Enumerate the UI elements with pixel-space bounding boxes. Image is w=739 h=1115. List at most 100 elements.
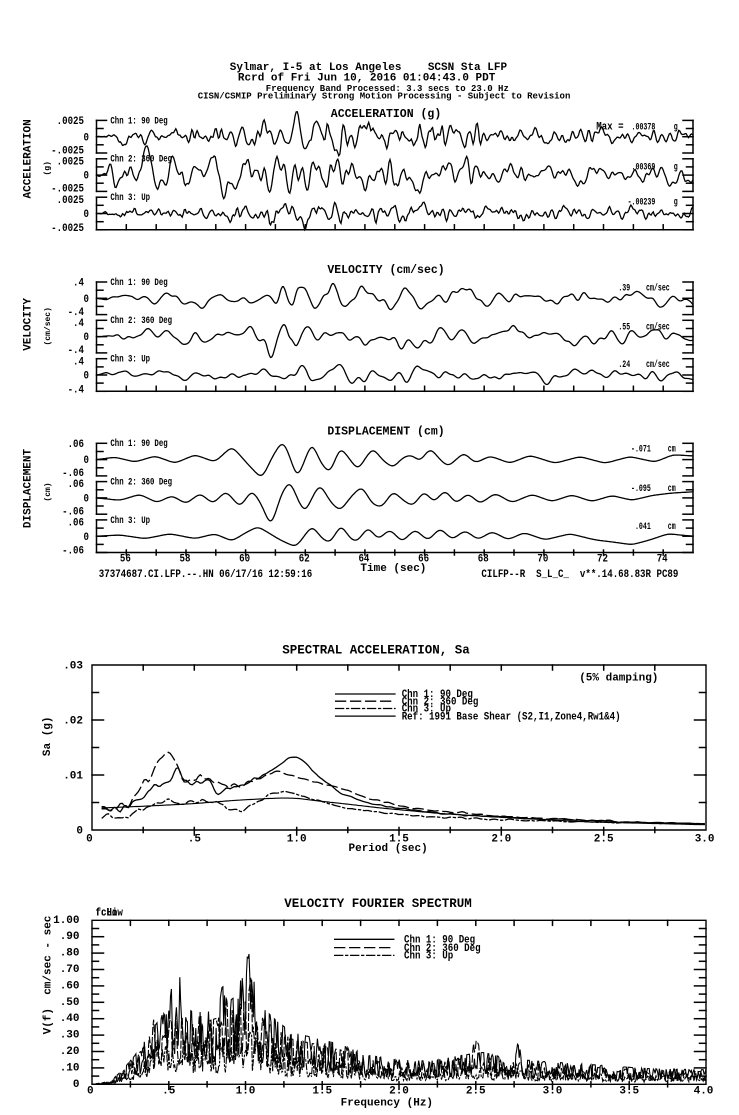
svg-text:2.5: 2.5 [466, 1086, 486, 1098]
svg-text:.20: .20 [60, 1046, 80, 1058]
svg-text:.0025: .0025 [57, 157, 84, 169]
svg-text:Chn 1: 90 Deg: Chn 1: 90 Deg [402, 688, 473, 701]
svg-text:.5: .5 [162, 1086, 176, 1098]
svg-text:.06: .06 [68, 480, 84, 492]
svg-text:.4: .4 [73, 318, 84, 330]
svg-text:VELOCITY (cm/sec): VELOCITY (cm/sec) [327, 264, 444, 277]
svg-text:0: 0 [84, 532, 89, 544]
svg-text:Chn 3: Up: Chn 3: Up [110, 352, 150, 365]
svg-text:.06: .06 [68, 439, 84, 451]
svg-text:CILFP--R S_L_C_ v**.14.68.83: CILFP--R S_L_C_ v**.14.68.83R PC89 [481, 568, 678, 581]
svg-text:.55: .55 [618, 321, 630, 333]
svg-text:0: 0 [73, 1079, 80, 1091]
svg-text:60: 60 [239, 554, 250, 566]
svg-text:Period (sec): Period (sec) [349, 843, 428, 855]
svg-text:.041: .041 [635, 521, 651, 533]
svg-text:0: 0 [87, 1086, 94, 1098]
svg-text:.00369: .00369 [632, 161, 656, 173]
svg-text:fcLow: fcLow [96, 907, 123, 920]
svg-text:37374687.CI.LFP.--.HN 06/17/16: 37374687.CI.LFP.--.HN 06/17/16 12:59:16 [99, 568, 312, 581]
svg-text:Frequency Band Processed: 3.3: Frequency Band Processed: 3.3 secs to 23… [266, 84, 509, 94]
svg-text:3.0: 3.0 [695, 834, 715, 846]
svg-text:.80: .80 [60, 948, 80, 960]
svg-text:(5% damping): (5% damping) [579, 673, 658, 685]
svg-text:-.06: -.06 [62, 469, 84, 481]
svg-text:Chn 1: 90 Deg: Chn 1: 90 Deg [110, 114, 167, 127]
svg-text:.40: .40 [60, 1013, 80, 1025]
svg-text:2.0: 2.0 [389, 1086, 409, 1098]
svg-text:2.5: 2.5 [594, 834, 614, 846]
svg-text:CISN/CSMIP Preliminary Strong: CISN/CSMIP Preliminary Strong Motion Pro… [198, 91, 571, 101]
svg-text:-.0025: -.0025 [51, 184, 84, 196]
svg-text:62: 62 [299, 554, 310, 566]
svg-text:70: 70 [537, 554, 548, 566]
svg-text:Chn 2: 360 Deg: Chn 2: 360 Deg [402, 696, 479, 709]
svg-text:.90: .90 [60, 931, 80, 943]
svg-text:Sylmar, I-5 at Los Angeles: Sylmar, I-5 at Los Angeles SCSN Sta LFP [230, 62, 508, 74]
svg-text:0: 0 [84, 333, 89, 345]
svg-text:.01: .01 [63, 771, 83, 783]
svg-text:64: 64 [358, 554, 369, 566]
svg-text:-.095: -.095 [631, 483, 651, 495]
svg-text:0: 0 [84, 133, 89, 145]
svg-text:1.0: 1.0 [236, 1086, 256, 1098]
svg-text:0: 0 [84, 294, 89, 306]
svg-text:V(f) cm/sec - sec: V(f) cm/sec - sec [43, 916, 55, 1035]
svg-text:Rcrd of Fri Jun 10, 2016 01:04: Rcrd of Fri Jun 10, 2016 01:04:43.0 PDT [238, 72, 496, 84]
svg-text:Chn 3: Up: Chn 3: Up [402, 703, 451, 716]
svg-text:1.5: 1.5 [312, 1086, 332, 1098]
svg-text:.24: .24 [618, 359, 630, 371]
svg-text:cm: cm [668, 443, 676, 455]
svg-text:4.0: 4.0 [694, 1086, 714, 1098]
svg-text:-.00239: -.00239 [628, 196, 656, 208]
svg-text:Chn 2: 360 Deg: Chn 2: 360 Deg [110, 475, 172, 488]
svg-text:cm/sec: cm/sec [646, 282, 670, 294]
svg-text:66: 66 [418, 554, 429, 566]
svg-text:-.071: -.071 [631, 443, 651, 455]
svg-text:.4: .4 [73, 357, 84, 369]
svg-text:VELOCITY: VELOCITY [23, 298, 35, 351]
svg-text:Chn 1: 90 Deg: Chn 1: 90 Deg [110, 276, 167, 289]
svg-text:cm: cm [668, 483, 676, 495]
svg-text:2.0: 2.0 [491, 834, 511, 846]
svg-text:Chn 1: 90 Deg: Chn 1: 90 Deg [110, 437, 167, 450]
svg-text:-.06: -.06 [62, 507, 84, 519]
svg-text:g: g [674, 121, 678, 133]
svg-text:0: 0 [84, 456, 89, 468]
svg-text:.39: .39 [618, 282, 630, 294]
svg-text:fcHi: fcHi [96, 907, 118, 920]
svg-text:cm: cm [668, 521, 676, 533]
svg-text:0: 0 [84, 371, 89, 383]
svg-text:(cm): (cm) [44, 482, 53, 501]
svg-text:Ref: 1991 Base Shear (S2,I1,Zo: Ref: 1991 Base Shear (S2,I1,Zone4,Rw1&4) [402, 711, 621, 724]
svg-text:-.0025: -.0025 [51, 146, 84, 158]
svg-text:72: 72 [597, 554, 608, 566]
svg-text:.10: .10 [60, 1062, 80, 1074]
svg-text:.0025: .0025 [57, 116, 84, 128]
svg-text:Chn 3: Up: Chn 3: Up [110, 514, 150, 527]
svg-text:cm/sec: cm/sec [646, 359, 670, 371]
svg-text:Frequency (Hz): Frequency (Hz) [341, 1097, 433, 1109]
svg-text:-.06: -.06 [62, 546, 84, 558]
svg-text:-.4: -.4 [68, 307, 84, 319]
svg-text:-.0025: -.0025 [51, 223, 84, 235]
svg-text:.0025: .0025 [57, 195, 84, 207]
svg-text:.5: .5 [188, 834, 202, 846]
svg-text:.70: .70 [60, 964, 80, 976]
svg-text:DISPLACEMENT: DISPLACEMENT [23, 448, 35, 528]
svg-text:ACCELERATION: ACCELERATION [23, 119, 35, 198]
svg-text:1.5: 1.5 [389, 834, 409, 846]
svg-text:58: 58 [179, 554, 190, 566]
svg-text:3.5: 3.5 [619, 1086, 639, 1098]
svg-text:SPECTRAL ACCELERATION, Sa: SPECTRAL ACCELERATION, Sa [282, 644, 470, 658]
svg-text:g: g [674, 196, 678, 208]
svg-text:.06: .06 [68, 518, 84, 530]
svg-text:Chn 2: 360 Deg: Chn 2: 360 Deg [404, 942, 481, 955]
svg-text:Chn 2: 360 Deg: Chn 2: 360 Deg [110, 152, 172, 165]
svg-text:1.00: 1.00 [53, 915, 79, 927]
svg-text:Chn 3: Up: Chn 3: Up [404, 950, 453, 963]
svg-text:56: 56 [120, 554, 131, 566]
svg-text:Chn 2: 360 Deg: Chn 2: 360 Deg [110, 314, 172, 327]
svg-text:1.0: 1.0 [287, 834, 307, 846]
svg-text:74: 74 [657, 554, 668, 566]
